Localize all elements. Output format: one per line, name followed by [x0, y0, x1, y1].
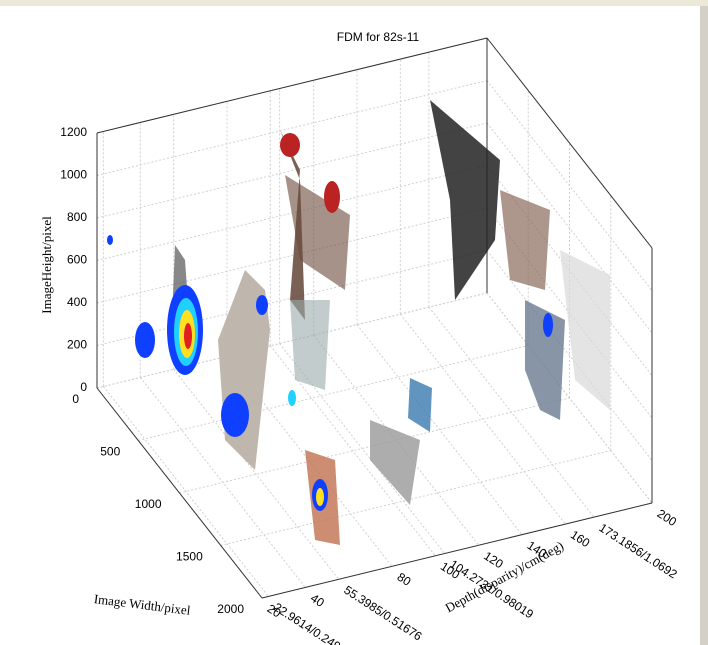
window-border	[700, 0, 708, 645]
heat-blob	[288, 390, 296, 406]
window-top	[0, 0, 708, 6]
grid-line	[96, 292, 488, 389]
image-patch	[285, 175, 350, 290]
axis-edge	[486, 37, 653, 249]
x-tick-label: 2000	[217, 602, 244, 616]
grid-line	[173, 369, 340, 580]
z-tick-label: 1200	[60, 125, 87, 139]
z-tick-label: 0	[80, 380, 87, 394]
grid-line	[486, 80, 653, 291]
image-patch	[324, 181, 340, 213]
image-patch	[500, 190, 550, 290]
grid-line	[103, 386, 269, 597]
image-patch	[370, 420, 420, 505]
grid-line	[220, 450, 611, 546]
grid-line	[96, 80, 488, 176]
grid-line	[139, 377, 306, 588]
z-tick-label: 800	[67, 210, 87, 224]
image-patch	[408, 378, 432, 432]
axis-edge	[96, 387, 263, 599]
heat-blob	[316, 488, 324, 506]
grid-line	[138, 345, 529, 441]
image-patches	[107, 100, 610, 545]
chart-title: FDM for 82s-11	[337, 30, 420, 44]
grid-line	[96, 122, 488, 219]
heat-blob	[184, 323, 192, 349]
grid-line	[399, 313, 566, 525]
grid-line	[486, 122, 653, 334]
heat-blob	[221, 393, 249, 437]
x-tick-label: 0	[72, 392, 79, 406]
axis-edge	[261, 502, 653, 599]
grid-line	[486, 292, 653, 504]
image-patch	[525, 300, 565, 420]
heat-blob	[543, 313, 553, 337]
x-tick-label: 1000	[135, 497, 162, 511]
image-patch	[290, 300, 330, 390]
image-patch	[560, 250, 610, 410]
heat-blob	[107, 235, 113, 245]
z-tick-label: 600	[67, 253, 87, 267]
z-tick-label: 1000	[60, 168, 87, 182]
heat-blob	[256, 295, 268, 315]
z-tick-label: 400	[67, 295, 87, 309]
x-tick-label: 1500	[176, 550, 203, 564]
z-tick-label: 200	[67, 338, 87, 352]
axis-edge	[96, 37, 488, 134]
x-tick-label: 500	[100, 445, 120, 459]
grid-line	[486, 250, 653, 461]
grid-line	[96, 207, 488, 304]
image-patch	[280, 133, 300, 157]
image-patch	[280, 130, 305, 320]
heat-blob	[135, 322, 155, 358]
image-patch	[430, 100, 500, 300]
z-axis-label: ImageHeight/pixel	[39, 216, 54, 314]
grid-line	[428, 306, 595, 518]
grid-line	[356, 324, 523, 535]
